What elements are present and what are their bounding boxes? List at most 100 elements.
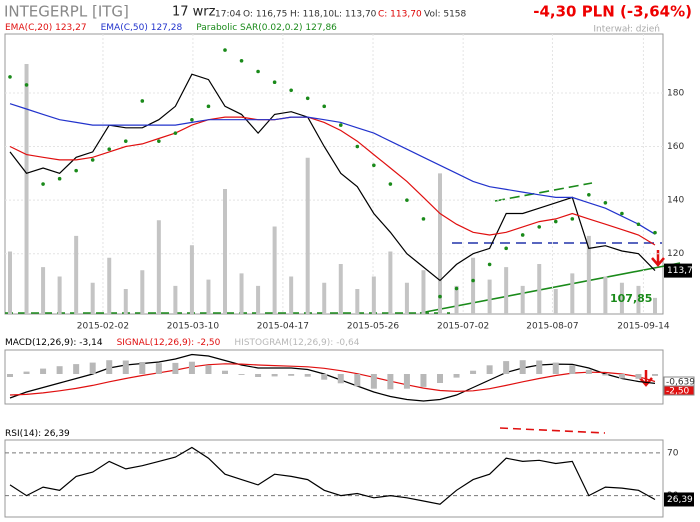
arrow [651,250,665,267]
x-tick-label: 2015-02-02 [77,322,129,332]
sar-dot [504,246,508,251]
volume-bar [189,245,194,314]
sar-dot [8,75,12,79]
x-tick-label: 2015-09-14 [617,322,670,332]
last-value-box [664,492,694,507]
sar-dot [487,262,492,267]
date: 17 wrz [172,5,216,20]
open: O: 116,75 [243,10,287,20]
legend-entry: EMA(C,20) 123,27 [5,23,87,33]
x-tick-label: 2015-03-10 [167,322,220,332]
histogram-bar [370,374,377,389]
volume-bar [388,251,393,314]
sar-dot [223,48,227,52]
volume-bar [471,257,476,314]
sar-dot [553,219,558,224]
histogram-bar [106,360,113,374]
sar-dot [454,286,459,291]
volume-bar [57,276,62,314]
sar-dot [471,278,475,283]
sar-dot [190,117,194,122]
time: 17:04 [215,10,241,20]
volume-bar [421,270,426,314]
histogram-bar [420,374,427,387]
legend-entry: EMA(C,50) 127,28 [101,23,183,33]
volume-bar [223,189,227,314]
last-value: 26,39 [667,495,693,505]
legend-value: 127,28 [151,23,183,33]
sar-dot [355,144,360,149]
histogram-bar [536,360,543,374]
histogram-bar [569,365,576,374]
legend-name: HISTOGRAM(12,26,9): [234,338,333,348]
x-tick-label: 2015-08-07 [526,322,578,332]
sar-dot [74,168,78,173]
volume-bar [586,235,591,314]
high: H: 118,10 [290,10,334,20]
sar-dot [338,123,343,127]
legend-entry: MACD(12,26,9): -3,14 [5,338,103,348]
trend-line [419,262,681,314]
x-tick-label: 2015-07-02 [437,322,489,332]
legend-name: EMA(C,20) [5,23,52,33]
histogram-bar [503,361,510,374]
sar-dot [520,233,525,237]
sar-dot [206,104,211,109]
sar-dot [256,69,260,74]
histogram-bar [23,371,30,374]
sar-dot [57,176,62,181]
legend-name: Parabolic SAR(0.02,0.2) [196,23,302,33]
histogram-bar [40,368,47,374]
interval: Interwał: dzień [593,25,660,35]
volume-bar [90,282,95,314]
volume-bar [289,276,294,314]
sar-dot [537,225,542,229]
trend-line [494,182,593,202]
sar-dot [41,182,45,186]
histogram-bar [304,374,311,377]
sar-dot [140,99,145,103]
histogram-bar [188,361,195,374]
sar-dot [107,147,112,152]
sar-dot [157,139,161,143]
legend-value: -0,64 [336,338,360,348]
histogram-bar [486,365,493,374]
histogram-bar [56,366,63,374]
volume-bar [206,279,211,314]
last-price: 113,7 [667,266,693,276]
legend-name: EMA(C,50) [101,23,148,33]
histogram-bar [354,374,361,387]
low: L: 113,70 [334,10,377,20]
histogram-bar [321,374,328,380]
last-value: -2,50 [666,387,690,397]
series-line [9,116,656,246]
histogram-bar [387,374,394,390]
histogram-bar [618,374,625,379]
sar-dot [372,163,376,168]
series-line [9,103,656,235]
y-tick-label: 160 [667,142,684,152]
series-line [9,363,656,396]
last-value-box [663,385,695,396]
volume-bar [355,289,360,314]
sar-dot [405,198,409,202]
sar-dot [239,58,244,63]
volume-bar [371,276,376,314]
volume-bar [653,297,657,314]
volume-bar [520,285,525,314]
volume-bar [156,220,161,314]
macd-frame [4,349,664,405]
volume-bar [537,264,542,314]
volume-bar [603,276,608,314]
last-price-box [664,263,692,278]
legend-name: RSI(14): [5,429,41,439]
histogram-bar [470,370,477,374]
histogram-bar [155,363,162,374]
volume-bar [256,285,261,314]
sar-dot [173,131,178,135]
trend-line [499,427,606,434]
volume-bar [123,289,128,314]
volume-bar [173,285,178,314]
legend-name: MACD(12,26,9): [5,338,76,348]
volume-bar [322,282,327,314]
